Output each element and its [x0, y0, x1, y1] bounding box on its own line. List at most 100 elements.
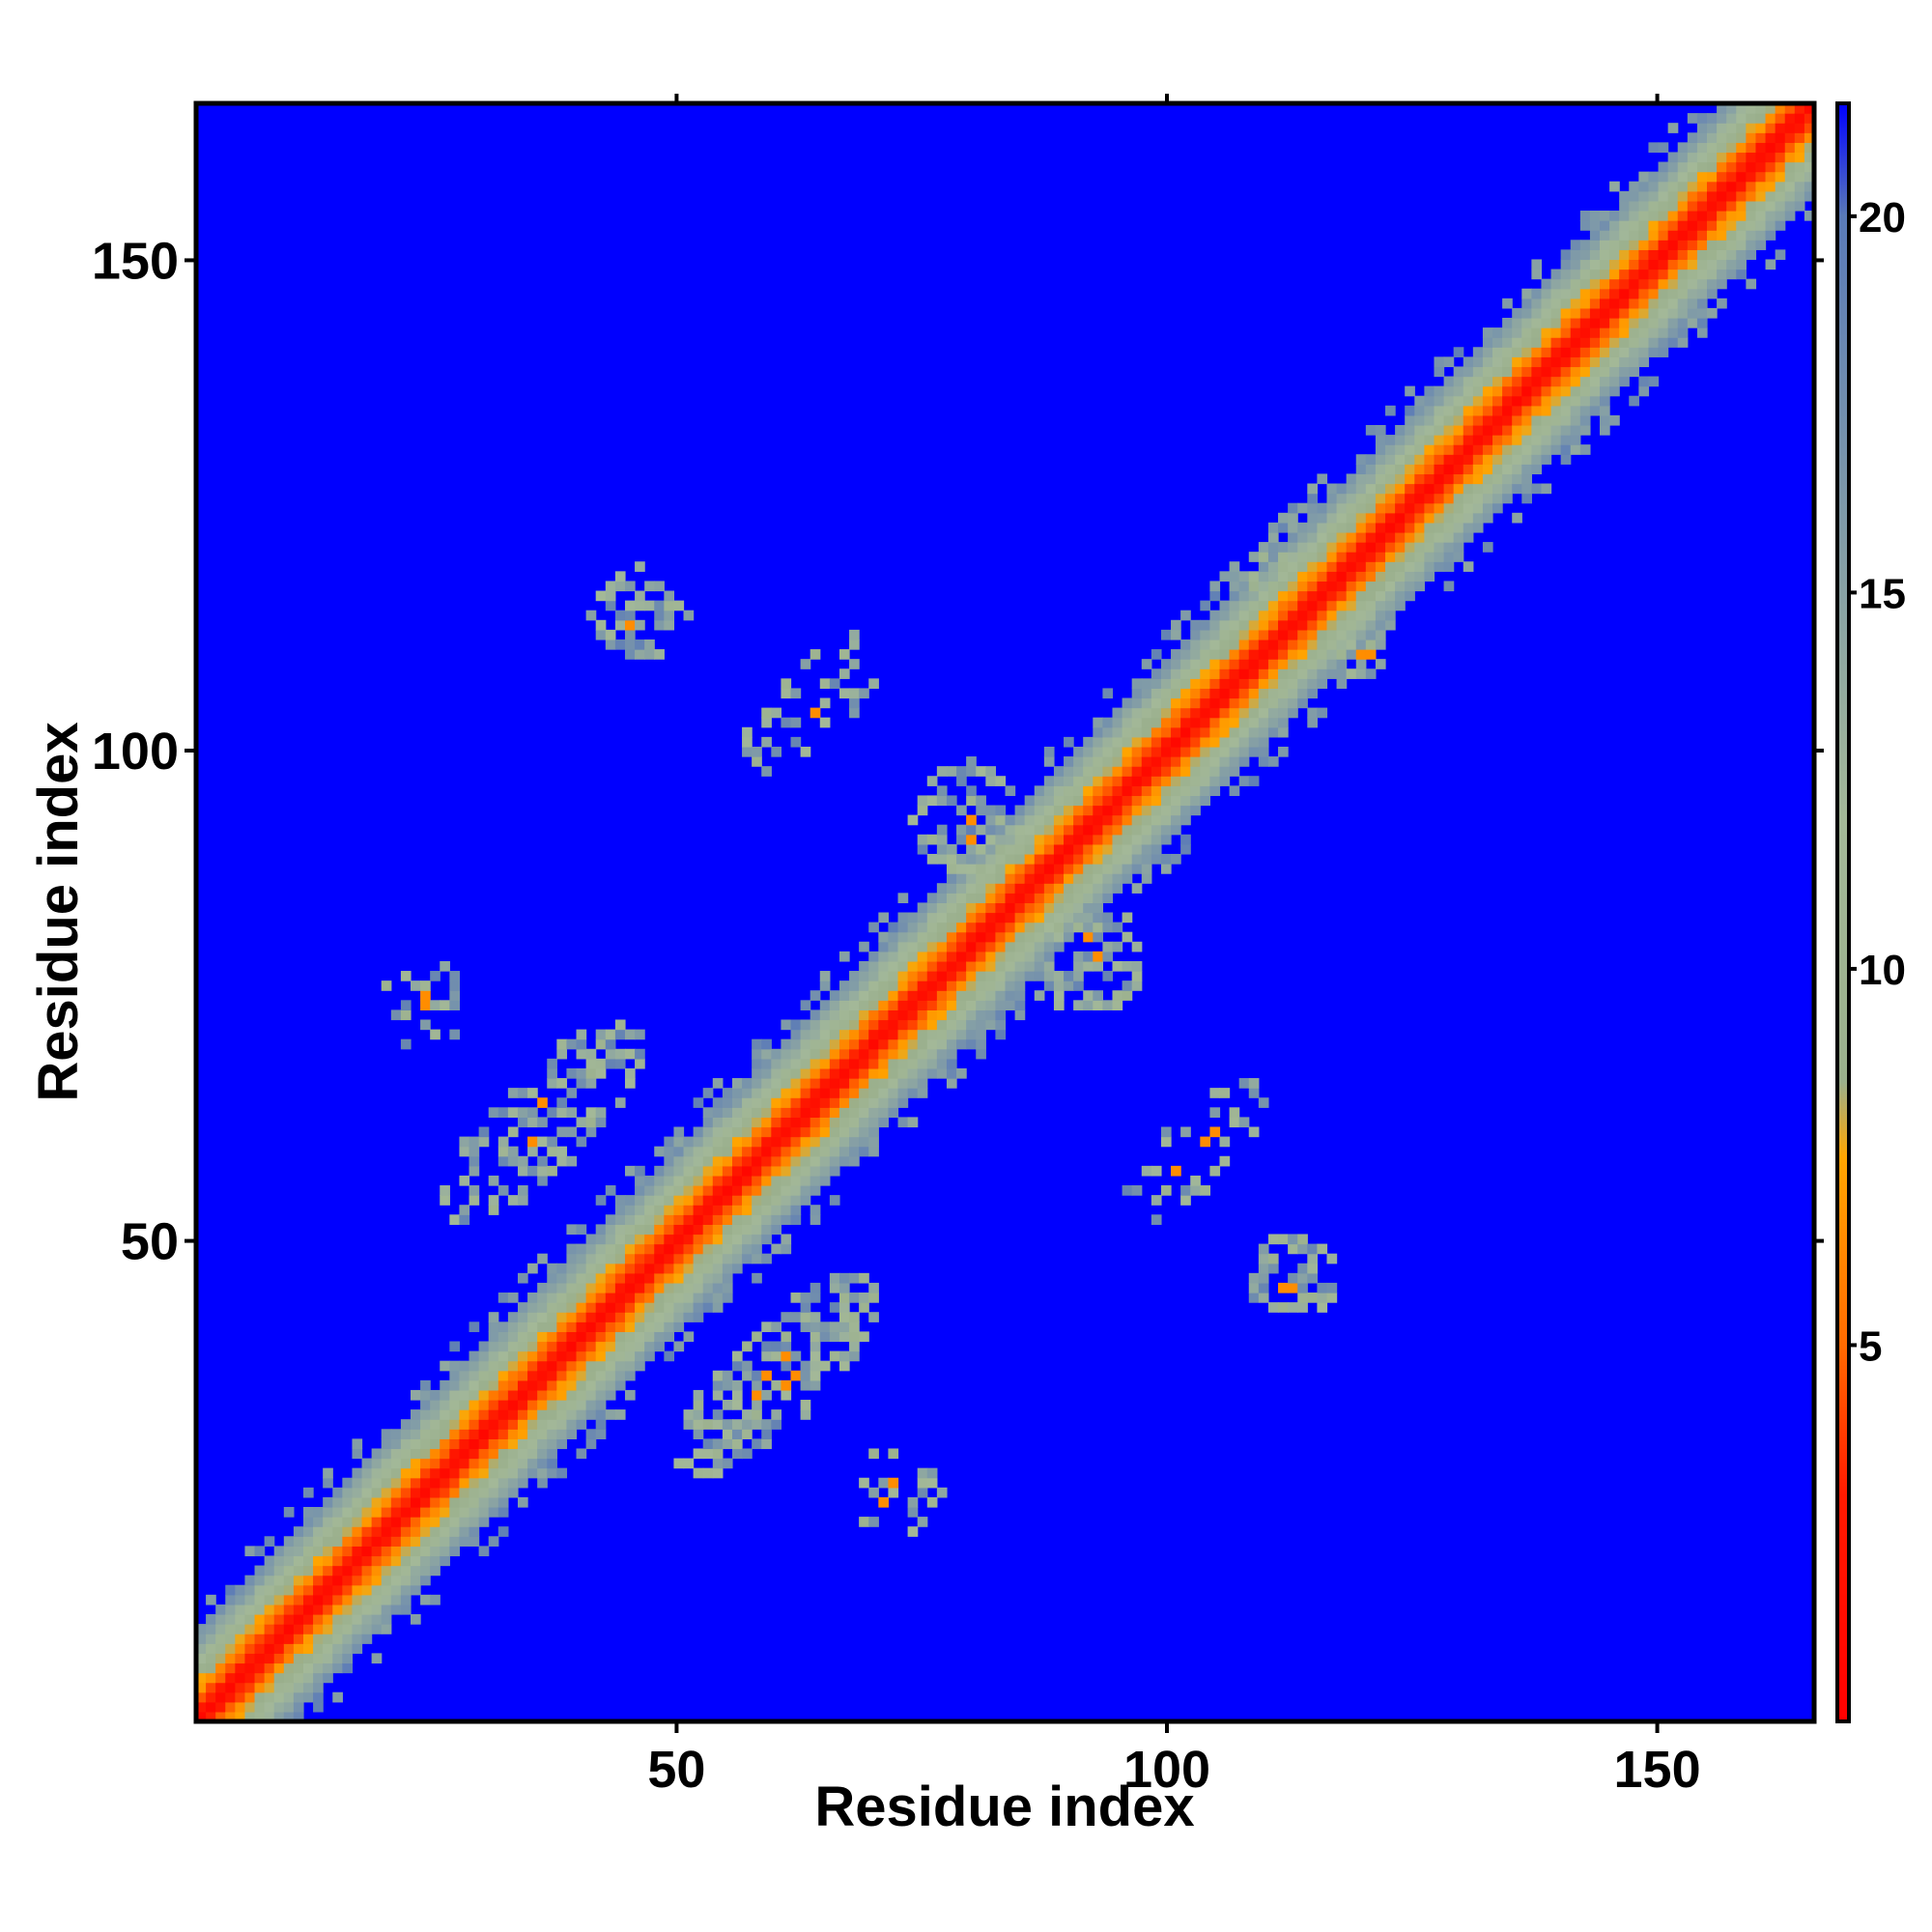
heatmap-cell	[829, 1078, 840, 1089]
heatmap-cell	[478, 1360, 490, 1372]
heatmap-cell	[1579, 298, 1591, 309]
heatmap-cell	[1288, 1302, 1298, 1313]
heatmap-cell	[254, 1624, 266, 1634]
heatmap-cell	[1550, 366, 1562, 378]
heatmap-cell	[1531, 269, 1543, 280]
heatmap-cell	[1638, 200, 1650, 212]
heatmap-cell	[849, 1019, 860, 1031]
heatmap-cell	[888, 1448, 899, 1460]
heatmap-cell	[761, 1038, 772, 1050]
heatmap-cell	[878, 1058, 890, 1069]
heatmap-cell	[556, 1263, 568, 1274]
heatmap-cell	[976, 990, 986, 1001]
heatmap-cell	[1336, 531, 1348, 543]
heatmap-cell	[702, 1224, 714, 1236]
heatmap-cell	[926, 941, 938, 952]
heatmap-cell	[400, 1526, 412, 1537]
heatmap-cell	[537, 1293, 548, 1303]
heatmap-cell	[1570, 269, 1581, 280]
heatmap-cell	[332, 1575, 343, 1586]
heatmap-cell	[1248, 776, 1260, 786]
heatmap-cell	[293, 1672, 304, 1684]
heatmap-cell	[1267, 619, 1279, 631]
heatmap-cell	[976, 843, 986, 855]
heatmap-cell	[1395, 473, 1406, 485]
heatmap-cell	[946, 931, 957, 943]
heatmap-cell	[576, 1078, 587, 1089]
heatmap-cell	[771, 1409, 782, 1420]
heatmap-cell	[1014, 873, 1026, 884]
heatmap-cell	[1288, 649, 1298, 660]
heatmap-cell	[731, 1126, 743, 1138]
heatmap-cell	[1267, 561, 1279, 572]
heatmap-cell	[342, 1477, 354, 1489]
heatmap-cell	[1707, 190, 1718, 202]
heatmap-cell	[537, 1389, 548, 1401]
heatmap-cell	[810, 1136, 821, 1148]
heatmap-cell	[527, 1467, 538, 1479]
heatmap-cell	[1589, 249, 1601, 261]
heatmap-cell	[585, 1243, 597, 1255]
heatmap-cell	[1385, 571, 1396, 582]
heatmap-cell	[1229, 649, 1240, 660]
heatmap-cell	[381, 1487, 392, 1498]
heatmap-cell	[556, 1038, 568, 1050]
heatmap-cell	[664, 1282, 675, 1293]
heatmap-cell	[1278, 707, 1289, 719]
heatmap-cell	[1229, 766, 1240, 777]
heatmap-cell	[956, 912, 967, 923]
heatmap-cell	[1707, 307, 1718, 319]
plot-frame	[193, 100, 1817, 1724]
heatmap-cell	[1512, 366, 1522, 378]
heatmap-cell	[635, 1263, 645, 1274]
heatmap-cell	[1278, 629, 1289, 640]
heatmap-cell	[1414, 483, 1425, 495]
heatmap-cell	[926, 980, 938, 991]
heatmap-cell	[595, 629, 607, 640]
heatmap-cell	[771, 1058, 782, 1069]
heatmap-cell	[1784, 171, 1796, 183]
heatmap-cell	[1160, 629, 1172, 640]
heatmap-cell	[469, 1517, 480, 1527]
heatmap-cell	[1219, 688, 1231, 699]
heatmap-cell	[1443, 385, 1455, 397]
heatmap-cell	[1492, 414, 1503, 426]
heatmap-cell	[459, 1146, 470, 1157]
heatmap-cell	[1024, 795, 1036, 807]
heatmap-cell	[761, 1175, 772, 1186]
heatmap-cell	[488, 1400, 499, 1410]
heatmap-cell	[1385, 512, 1396, 524]
heatmap-cell	[390, 1009, 402, 1021]
heatmap-cell	[1073, 912, 1084, 923]
heatmap-cell	[1180, 834, 1191, 845]
heatmap-cell	[790, 1107, 802, 1118]
heatmap-cell	[196, 1691, 207, 1703]
heatmap-cell	[1083, 795, 1094, 807]
heatmap-cell	[956, 941, 967, 952]
heatmap-cell	[264, 1565, 275, 1577]
heatmap-cell	[352, 1487, 363, 1498]
heatmap-cell	[1502, 376, 1513, 387]
heatmap-cell	[722, 1282, 733, 1293]
heatmap-cell	[1288, 522, 1298, 533]
heatmap-cell	[673, 1321, 685, 1332]
heatmap-cell	[1083, 776, 1094, 786]
heatmap-cell	[1414, 542, 1425, 553]
heatmap-cell	[1209, 746, 1221, 757]
heatmap-cell	[712, 1195, 724, 1206]
heatmap-cell	[547, 1293, 557, 1303]
heatmap-cell	[1200, 668, 1210, 679]
heatmap-cell	[400, 1477, 412, 1489]
heatmap-cell	[819, 1067, 831, 1079]
heatmap-cell	[1180, 678, 1191, 690]
heatmap-cell	[838, 1282, 850, 1293]
heatmap-cell	[1005, 980, 1016, 991]
heatmap-cell	[381, 1526, 392, 1537]
heatmap-cell	[527, 1146, 538, 1157]
heatmap-cell	[595, 619, 607, 631]
heatmap-cell	[752, 1253, 762, 1264]
heatmap-cell	[771, 1185, 782, 1196]
heatmap-cell	[1424, 414, 1435, 426]
heatmap-cell	[1531, 464, 1543, 475]
heatmap-cell	[683, 1272, 695, 1284]
